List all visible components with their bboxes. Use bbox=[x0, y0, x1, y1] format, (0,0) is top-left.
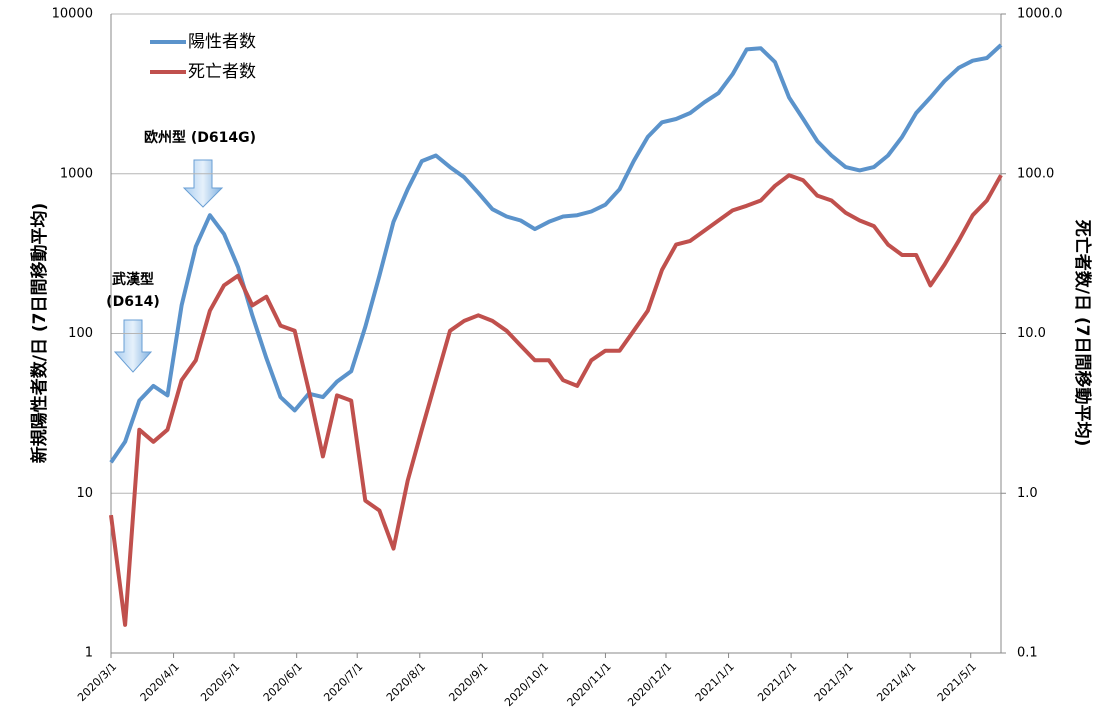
x-tick-label: 2020/8/1 bbox=[384, 660, 428, 704]
y2-tick-label: 10.0 bbox=[1017, 326, 1046, 341]
x-tick-label: 2021/1/1 bbox=[693, 660, 737, 704]
y2-tick-label: 1.0 bbox=[1017, 486, 1038, 501]
x-tick-label: 2021/5/1 bbox=[935, 660, 979, 704]
series-line bbox=[109, 43, 1003, 464]
annotation: (D614) bbox=[106, 294, 160, 310]
x-tick-label: 2021/4/1 bbox=[874, 660, 918, 704]
x-tick-label: 2020/7/1 bbox=[321, 660, 365, 704]
y-tick-label: 100 bbox=[68, 326, 93, 341]
x-tick-label: 2020/6/1 bbox=[261, 660, 305, 704]
x-tick-label: 2020/4/1 bbox=[138, 660, 182, 704]
x-tick-label: 2020/5/1 bbox=[198, 660, 242, 704]
y-axis-title: 新規陽性者数/日 (7日間移動平均) bbox=[29, 203, 50, 464]
x-tick-label: 2020/9/1 bbox=[446, 660, 490, 704]
arrow bbox=[182, 159, 224, 208]
series-line bbox=[109, 173, 1003, 627]
x-tick-label: 2021/2/1 bbox=[755, 660, 799, 704]
y-tick-label: 10000 bbox=[52, 7, 93, 22]
x-tick-label: 2020/12/1 bbox=[625, 660, 674, 709]
y2-tick-label: 0.1 bbox=[1017, 646, 1038, 661]
arrow bbox=[113, 319, 153, 373]
x-tick-label: 2020/10/1 bbox=[502, 660, 551, 709]
y-tick-label: 1 bbox=[85, 646, 93, 661]
y-tick-label: 10 bbox=[76, 486, 93, 501]
x-tick-label: 2021/3/1 bbox=[812, 660, 856, 704]
annotation: 武漢型 bbox=[112, 271, 154, 288]
y2-axis-title: 死亡者数/日 (7日間移動平均) bbox=[1072, 220, 1093, 447]
x-tick-label: 2020/11/1 bbox=[565, 660, 614, 709]
y2-tick-label: 100.0 bbox=[1017, 166, 1054, 181]
y-tick-label: 1000 bbox=[60, 166, 93, 181]
legend-label: 陽性者数 bbox=[188, 32, 256, 52]
x-tick-label: 2020/3/1 bbox=[75, 660, 119, 704]
y2-tick-label: 1000.0 bbox=[1017, 7, 1063, 22]
annotation: 欧州型 (D614G) bbox=[144, 129, 256, 146]
legend-label: 死亡者数 bbox=[188, 62, 256, 82]
